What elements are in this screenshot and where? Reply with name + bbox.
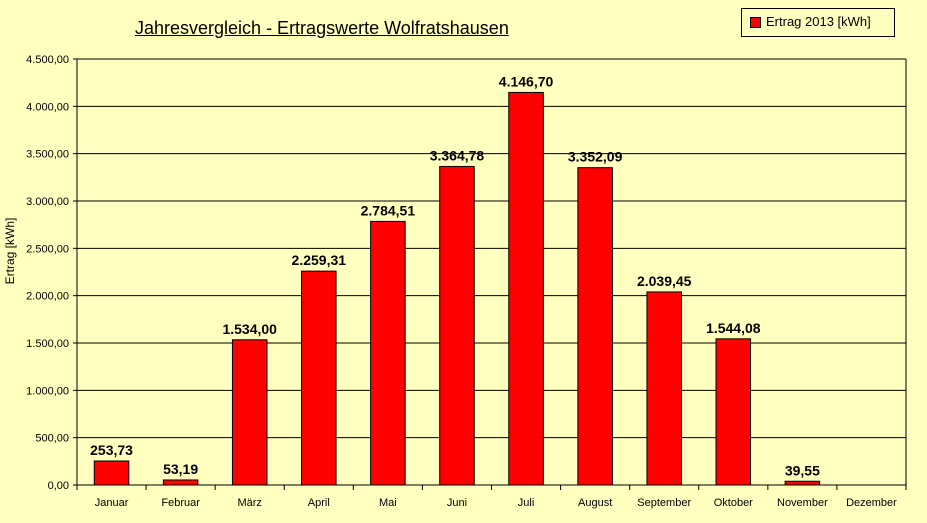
y-tick-label: 4.000,00 bbox=[26, 101, 69, 113]
x-tick-label: Oktober bbox=[714, 497, 753, 509]
data-label: 3.364,78 bbox=[430, 147, 485, 163]
data-label: 253,73 bbox=[90, 442, 133, 458]
data-label: 3.352,09 bbox=[568, 149, 623, 165]
y-tick-label: 4.500,00 bbox=[26, 54, 69, 66]
bar bbox=[715, 338, 752, 486]
data-label: 2.259,31 bbox=[292, 252, 347, 268]
data-label: 53,19 bbox=[163, 461, 198, 477]
y-tick-label: 1.000,00 bbox=[26, 385, 69, 397]
x-tick-label: Juli bbox=[518, 497, 535, 509]
bar bbox=[577, 167, 613, 486]
bar bbox=[370, 220, 406, 486]
data-label: 1.534,00 bbox=[222, 321, 277, 337]
x-tick-label: Januar bbox=[95, 497, 129, 509]
x-tick-label: September bbox=[637, 497, 691, 509]
data-label: 4.146,70 bbox=[499, 73, 554, 89]
bar bbox=[162, 479, 199, 486]
bar bbox=[231, 339, 268, 486]
data-label: 2.039,45 bbox=[637, 273, 692, 289]
y-tick-label: 2.500,00 bbox=[26, 243, 69, 255]
legend-swatch bbox=[750, 17, 761, 28]
x-tick-label: Juni bbox=[447, 497, 467, 509]
bar bbox=[646, 291, 682, 486]
y-tick-label: 0,00 bbox=[48, 480, 69, 492]
y-tick-label: 2.000,00 bbox=[26, 291, 69, 303]
data-label: 2.784,51 bbox=[361, 202, 416, 218]
x-tick-label: April bbox=[308, 497, 330, 509]
data-label: 1.544,08 bbox=[706, 320, 761, 336]
bar bbox=[508, 91, 544, 486]
y-tick-label: 3.500,00 bbox=[26, 149, 69, 161]
y-tick-label: 500,00 bbox=[35, 433, 69, 445]
x-tick-label: Februar bbox=[161, 497, 200, 509]
bar bbox=[301, 270, 337, 486]
chart-title: Jahresvergleich - Ertragswerte Wolfratsh… bbox=[135, 18, 509, 38]
x-tick-label: Dezember bbox=[846, 497, 897, 509]
data-label: 39,55 bbox=[785, 462, 820, 478]
bar bbox=[439, 165, 475, 486]
y-tick-label: 3.000,00 bbox=[26, 196, 69, 208]
x-tick-label: Mai bbox=[379, 497, 397, 509]
bar bbox=[784, 480, 821, 486]
y-tick-label: 1.500,00 bbox=[26, 338, 69, 350]
x-tick-label: August bbox=[578, 497, 612, 509]
x-tick-label: November bbox=[777, 497, 828, 509]
legend-label: Ertrag 2013 [kWh] bbox=[766, 14, 871, 29]
legend: Ertrag 2013 [kWh] bbox=[741, 8, 895, 37]
bar bbox=[93, 460, 130, 486]
x-tick-label: März bbox=[237, 497, 261, 509]
